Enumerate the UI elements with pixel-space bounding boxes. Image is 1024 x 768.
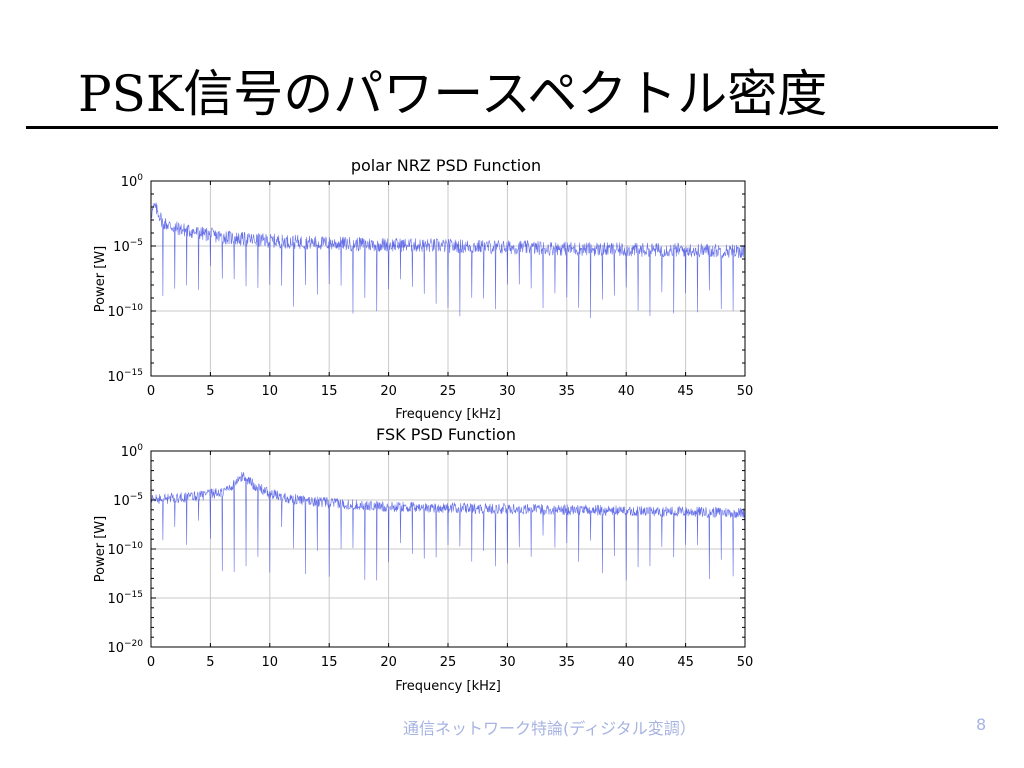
y-tick-label: 10−15	[107, 368, 143, 385]
x-axis-label: Frequency [kHz]	[395, 679, 501, 694]
psd-series-line	[150, 202, 746, 319]
x-tick-label: 30	[499, 384, 516, 399]
y-axis-label: Power [W]	[93, 516, 108, 582]
x-tick-label: 10	[262, 655, 279, 670]
x-tick-label: 30	[499, 655, 516, 670]
x-tick-label: 25	[440, 655, 457, 670]
x-tick-label: 25	[440, 384, 457, 399]
y-tick-label: 10−10	[107, 541, 143, 558]
x-tick-label: 20	[380, 655, 397, 670]
y-tick-label: 10−20	[107, 639, 143, 656]
x-tick-label: 50	[737, 384, 754, 399]
slide-title: PSK信号のパワースペクトル密度	[78, 65, 828, 123]
footer-course-title: 通信ネットワーク特論(ディジタル変調）	[403, 719, 696, 738]
title-underline	[26, 126, 998, 129]
x-tick-label: 5	[206, 655, 214, 670]
x-tick-label: 15	[321, 655, 338, 670]
x-tick-label: 5	[206, 384, 214, 399]
x-tick-label: 0	[147, 384, 155, 399]
chart-title: polar NRZ PSD Function	[351, 156, 541, 175]
x-tick-label: 40	[618, 655, 635, 670]
grid	[151, 181, 745, 376]
y-tick-label: 100	[121, 443, 144, 460]
x-tick-label: 45	[677, 384, 694, 399]
y-tick-label: 100	[121, 173, 144, 190]
x-tick-label: 20	[380, 384, 397, 399]
page-number: 8	[976, 715, 987, 734]
grid	[151, 451, 745, 647]
psd-trace	[150, 471, 746, 581]
chart-polar-nrz: polar NRZ PSD Function 0 5 10 15 20 25 30 35 40 4…	[93, 156, 753, 422]
chart-title: FSK PSD Function	[376, 425, 516, 444]
y-axis-label: Power [W]	[93, 246, 108, 312]
x-tick-label: 15	[321, 384, 338, 399]
y-tick-label: 10−15	[107, 590, 143, 607]
x-tick-label: 35	[559, 655, 576, 670]
y-tick-label: 10−5	[113, 238, 143, 255]
axis-ticks: 0 5 10 15 20 25 30 35 40 45 50 100 10−5 10−10 10−15 10−…	[107, 443, 753, 670]
x-tick-label: 50	[737, 655, 754, 670]
psd-series-line	[150, 471, 746, 581]
x-tick-label: 40	[618, 384, 635, 399]
y-tick-label: 10−5	[113, 492, 143, 509]
x-tick-label: 45	[677, 655, 694, 670]
x-tick-label: 35	[559, 384, 576, 399]
x-tick-label: 0	[147, 655, 155, 670]
psd-trace	[150, 202, 746, 319]
chart-fsk: FSK PSD Function 0 5 10 15 20 25 30 35 40 45 50 100…	[93, 425, 753, 694]
axis-ticks: 0 5 10 15 20 25 30 35 40 45 50 100 10−5 10−10 10−15	[107, 173, 753, 399]
x-tick-label: 10	[262, 384, 279, 399]
x-axis-label: Frequency [kHz]	[395, 407, 501, 422]
y-tick-label: 10−10	[107, 303, 143, 320]
